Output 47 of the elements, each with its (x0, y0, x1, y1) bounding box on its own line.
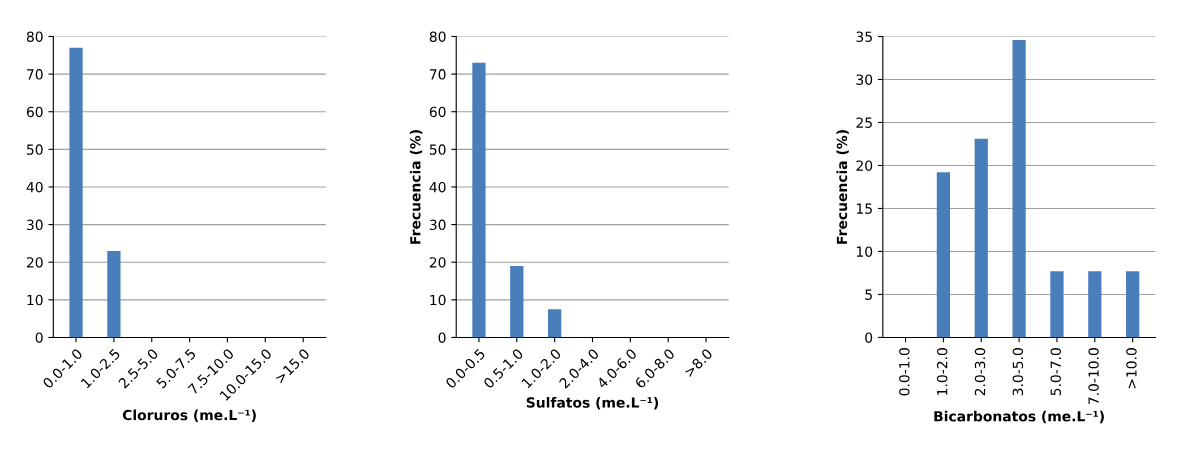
y-tick-label: 80 (429, 31, 446, 42)
y-tick-label: 10 (27, 294, 43, 306)
x-axis-title: Cloruros (me.L⁻¹) (122, 409, 256, 422)
x-tick-label: >10.0 (1126, 348, 1137, 389)
y-tick-label: 70 (27, 69, 43, 80)
y-tick-label: 15 (856, 203, 872, 214)
x-tick-label: 5.0-7.0 (1050, 348, 1061, 396)
y-tick-label: 60 (429, 106, 446, 118)
y-tick-label: 30 (856, 74, 873, 85)
y-tick-label: 35 (856, 31, 872, 42)
y-tick-label: 25 (856, 117, 872, 128)
bar (1088, 271, 1102, 338)
bar (974, 138, 988, 338)
y-tick-label: 0 (35, 332, 43, 343)
bar (472, 62, 486, 338)
x-tick-label: 3.0-5.0 (1012, 348, 1024, 396)
x-axis-title: Sulfatos (me.L⁻¹) (526, 397, 659, 410)
y-tick-label: 5 (865, 289, 872, 300)
y-tick-label: 80 (26, 31, 43, 42)
bar (1126, 271, 1140, 338)
x-tick-label: 0.0-1.0 (899, 348, 910, 396)
bar (548, 309, 562, 338)
y-axis-title: Frecuencia (%) (409, 130, 423, 244)
y-tick-label: 70 (429, 69, 446, 80)
y-axis-title: Frecuencia (%) (836, 130, 849, 244)
y-tick-label: 10 (430, 294, 446, 306)
bar (936, 172, 951, 338)
y-tick-label: 20 (856, 160, 873, 171)
y-tick-label: 50 (429, 144, 446, 155)
y-tick-label: 0 (438, 332, 446, 343)
bar (1050, 271, 1064, 338)
x-tick-label: 1.0-2.0 (936, 348, 948, 395)
y-tick-label: 30 (26, 219, 43, 231)
y-tick-label: 40 (26, 181, 43, 193)
x-tick-label: 2.0-3.0 (974, 348, 986, 396)
y-tick-label: 50 (27, 144, 43, 155)
y-tick-label: 0 (865, 332, 873, 343)
x-tick-label: 7.0-10.0 (1088, 348, 1099, 405)
y-tick-label: 20 (26, 257, 43, 268)
y-tick-label: 20 (429, 257, 446, 268)
y-tick-label: 10 (856, 246, 873, 257)
bar (510, 265, 524, 338)
x-axis-title: Bicarbonatos (me.L⁻¹) (934, 410, 1104, 424)
y-tick-label: 30 (429, 219, 446, 231)
y-tick-label: 60 (26, 106, 43, 118)
bar (1012, 39, 1026, 338)
y-tick-label: 40 (429, 181, 446, 193)
